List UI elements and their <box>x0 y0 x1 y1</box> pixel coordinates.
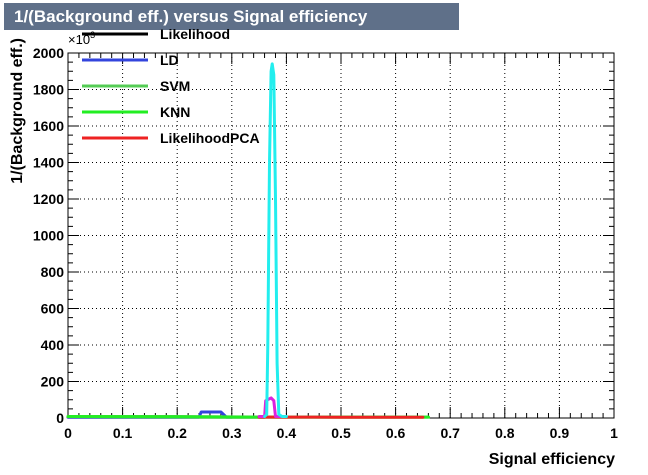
x-axis-label: Signal efficiency <box>489 451 615 468</box>
x-tick-label: 0.5 <box>331 425 351 441</box>
y-tick-label: 800 <box>41 264 65 280</box>
x-tick-label: 0.9 <box>550 425 570 441</box>
x-tick-label: 1 <box>610 425 618 441</box>
y-axis-label: 1/(Background eff.) <box>9 38 26 184</box>
y-tick-label: 1600 <box>33 118 64 134</box>
x-tick-label: 0.6 <box>386 425 406 441</box>
legend-label: LikelihoodPCA <box>160 130 260 146</box>
y-axis-exponent-power: 3 <box>90 30 95 40</box>
series-layer <box>66 62 430 419</box>
x-tick-label: 0.4 <box>277 425 297 441</box>
legend-label: Likelihood <box>160 26 230 42</box>
y-tick-label: 200 <box>41 374 65 390</box>
x-tick-label: 0.7 <box>440 425 460 441</box>
x-tick-label: 0.2 <box>167 425 187 441</box>
axis-ticks: 0 0.1 0.2 0.3 0.4 0.5 0.6 0.7 0.8 0.9 1 0 200 400 600 8… <box>33 45 618 441</box>
y-tick-label: 0 <box>56 410 64 426</box>
y-tick-label: 1400 <box>33 155 64 171</box>
y-tick-label: 400 <box>41 337 65 353</box>
grid-layer <box>68 52 614 418</box>
y-tick-label: 1200 <box>33 191 64 207</box>
y-tick-label: 2000 <box>33 45 64 61</box>
y-axis-exponent: ×103 <box>68 30 95 47</box>
y-tick-label: 1000 <box>33 228 64 244</box>
legend-label: KNN <box>160 104 190 120</box>
x-tick-label: 0.8 <box>495 425 515 441</box>
legend-label: LD <box>160 52 179 68</box>
x-tick-label: 0.1 <box>113 425 133 441</box>
legend-label: SVM <box>160 78 190 94</box>
y-axis-exponent-base: ×10 <box>68 32 90 47</box>
x-tick-label: 0 <box>64 425 72 441</box>
y-tick-label: 1800 <box>33 82 64 98</box>
y-tick-label: 600 <box>41 301 65 317</box>
series-line-unlabeled <box>263 62 288 418</box>
x-tick-label: 0.3 <box>222 425 242 441</box>
chart-title: 1/(Background eff.) versus Signal effici… <box>4 3 459 30</box>
legend: Likelihood LD SVM KNN LikelihoodPCA <box>82 26 260 146</box>
